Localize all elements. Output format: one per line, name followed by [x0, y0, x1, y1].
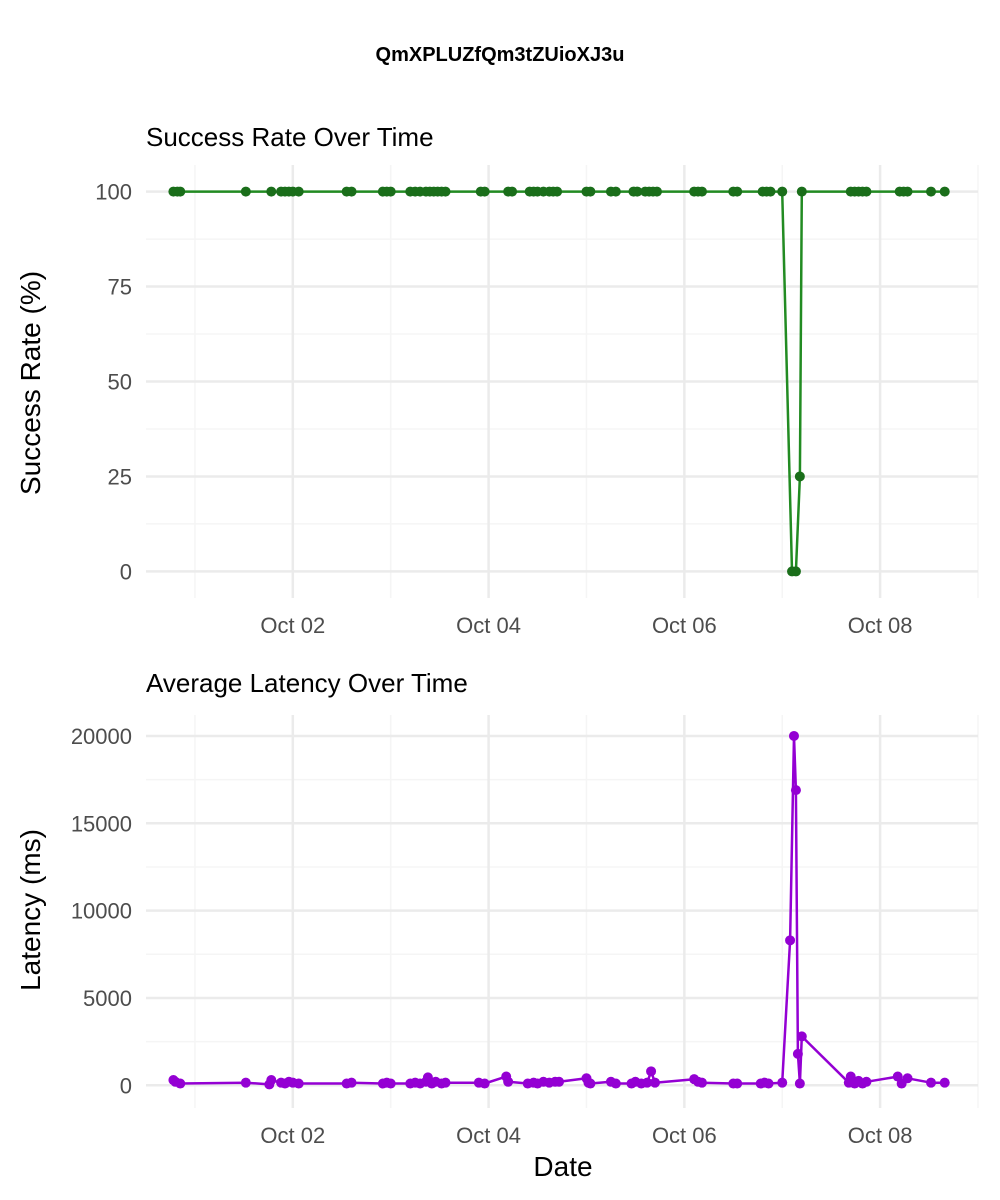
latency-y-tick-label: 20000 [71, 724, 132, 749]
latency-data-point [385, 1078, 396, 1089]
latency-chart: 0 5000 10000 15000 20000 Oct 02 Oct 04 Oct 06 Oc… [71, 715, 979, 1148]
x-axis-label: Date [533, 1151, 592, 1182]
latency-y-tick-label: 15000 [71, 811, 132, 836]
success-data-point [293, 186, 304, 197]
page-title: QmXPLUZfQm3tZUioXJ3u [375, 44, 625, 66]
latency-data-point [785, 935, 796, 946]
latency-data-point [763, 1078, 774, 1089]
success-data-point [632, 186, 643, 197]
latency-y-tick-label: 0 [120, 1073, 132, 1098]
latency-data-point [610, 1078, 621, 1089]
latency-chart-title: Average Latency Over Time [146, 668, 468, 698]
latency-data-point [902, 1073, 913, 1084]
success-data-point [902, 186, 913, 197]
latency-data-point [861, 1076, 872, 1087]
success-data-point [696, 186, 707, 197]
success-data-point [796, 186, 807, 197]
latency-x-tick-label: Oct 02 [260, 1123, 325, 1148]
success-data-point [479, 186, 490, 197]
latency-data-point [696, 1077, 707, 1088]
success-data-point [440, 186, 451, 197]
latency-data-point [585, 1078, 596, 1089]
latency-data-point [790, 785, 801, 796]
latency-data-point [266, 1075, 277, 1086]
success-y-tick-label: 50 [108, 370, 132, 395]
latency-data-point [554, 1076, 565, 1087]
latency-data-point [794, 1078, 805, 1089]
success-chart-title: Success Rate Over Time [146, 122, 434, 152]
success-y-tick-label: 0 [120, 559, 132, 584]
success-y-tick-label: 100 [95, 180, 132, 205]
success-data-point [939, 186, 950, 197]
latency-data-point [175, 1078, 186, 1089]
latency-data-point [939, 1077, 950, 1088]
latency-data-point [440, 1077, 451, 1088]
success-x-tick-label: Oct 06 [652, 613, 717, 638]
latency-data-point [503, 1076, 514, 1087]
success-data-point [346, 186, 357, 197]
success-data-point [777, 186, 788, 197]
success-data-point [507, 186, 518, 197]
latency-data-point [777, 1077, 788, 1088]
latency-y-axis-label: Latency (ms) [15, 829, 46, 991]
latency-data-point [788, 730, 799, 741]
latency-data-point [642, 1077, 653, 1088]
success-data-point [240, 186, 251, 197]
success-data-point [651, 186, 662, 197]
latency-data-point [479, 1078, 490, 1089]
success-data-point [790, 566, 801, 577]
success-data-point [552, 186, 563, 197]
success-data-point [610, 186, 621, 197]
latency-data-point [649, 1077, 660, 1088]
success-x-tick-label: Oct 02 [260, 613, 325, 638]
success-data-point [926, 186, 937, 197]
success-data-point [175, 186, 186, 197]
success-data-point [385, 186, 396, 197]
latency-y-tick-label: 5000 [83, 986, 132, 1011]
latency-y-tick-label: 10000 [71, 899, 132, 924]
latency-data-point [240, 1077, 251, 1088]
latency-data-point [293, 1078, 304, 1089]
success-data-point [794, 471, 805, 482]
latency-data-point [792, 1048, 803, 1059]
latency-x-tick-label: Oct 06 [652, 1123, 717, 1148]
success-data-point [266, 186, 277, 197]
latency-data-point [732, 1078, 743, 1089]
success-y-tick-label: 25 [108, 464, 132, 489]
success-data-point [585, 186, 596, 197]
latency-x-tick-label: Oct 08 [848, 1123, 913, 1148]
latency-x-tick-label: Oct 04 [456, 1123, 521, 1148]
latency-data-point [346, 1077, 357, 1088]
success-y-tick-label: 75 [108, 275, 132, 300]
latency-data-point [796, 1031, 807, 1042]
latency-data-point [646, 1066, 657, 1077]
success-x-tick-label: Oct 04 [456, 613, 521, 638]
latency-data-point [926, 1077, 937, 1088]
success-x-tick-label: Oct 08 [848, 613, 913, 638]
success-rate-chart: 0 25 50 75 100 Oct 02 Oct 04 Oct 06 Oct 08 [95, 165, 979, 638]
success-y-axis-label: Success Rate (%) [15, 271, 46, 495]
success-data-point [861, 186, 872, 197]
success-data-point [732, 186, 743, 197]
success-data-point [765, 186, 776, 197]
